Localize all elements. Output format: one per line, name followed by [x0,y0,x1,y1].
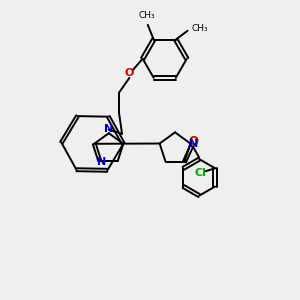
Text: O: O [188,134,198,148]
Text: Cl: Cl [194,168,206,178]
Text: CH₃: CH₃ [192,24,208,33]
Text: CH₃: CH₃ [138,11,154,20]
Text: N: N [104,124,113,134]
Text: N: N [189,139,199,149]
Text: N: N [97,158,106,167]
Text: O: O [125,68,134,78]
